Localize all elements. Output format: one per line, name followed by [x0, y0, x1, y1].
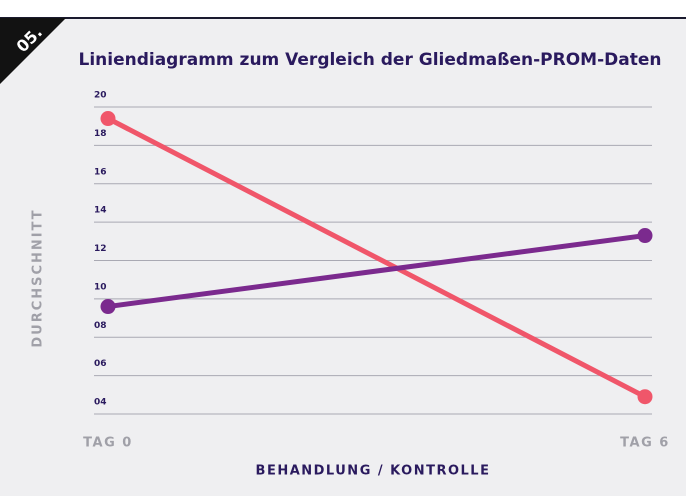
- series-line: [105, 233, 648, 310]
- y-tick-label: 06: [94, 359, 107, 369]
- y-axis-label: DURCHSCHNITT: [31, 208, 46, 347]
- top-margin: [0, 0, 686, 18]
- x-tick-label: TAG 0: [83, 436, 133, 451]
- data-point: [637, 228, 653, 244]
- y-tick-label: 20: [94, 91, 107, 101]
- y-tick-label: 18: [94, 129, 107, 139]
- series-line: [105, 116, 648, 400]
- y-tick-label: 08: [94, 321, 107, 331]
- chart-title: Liniendiagramm zum Vergleich der Gliedma…: [78, 50, 661, 70]
- x-tick-label: TAG 6: [620, 436, 670, 451]
- data-point: [100, 299, 116, 315]
- data-point: [100, 111, 116, 127]
- y-tick-label: 04: [94, 398, 107, 408]
- badge-triangle: [0, 18, 66, 84]
- y-tick-label: 12: [94, 244, 107, 254]
- data-point: [637, 389, 653, 405]
- y-tick-label: 16: [94, 167, 107, 177]
- y-tick-label: 10: [94, 282, 107, 292]
- x-axis-label: BEHANDLUNG / KONTROLLE: [256, 464, 491, 479]
- y-tick-label: 14: [94, 206, 107, 216]
